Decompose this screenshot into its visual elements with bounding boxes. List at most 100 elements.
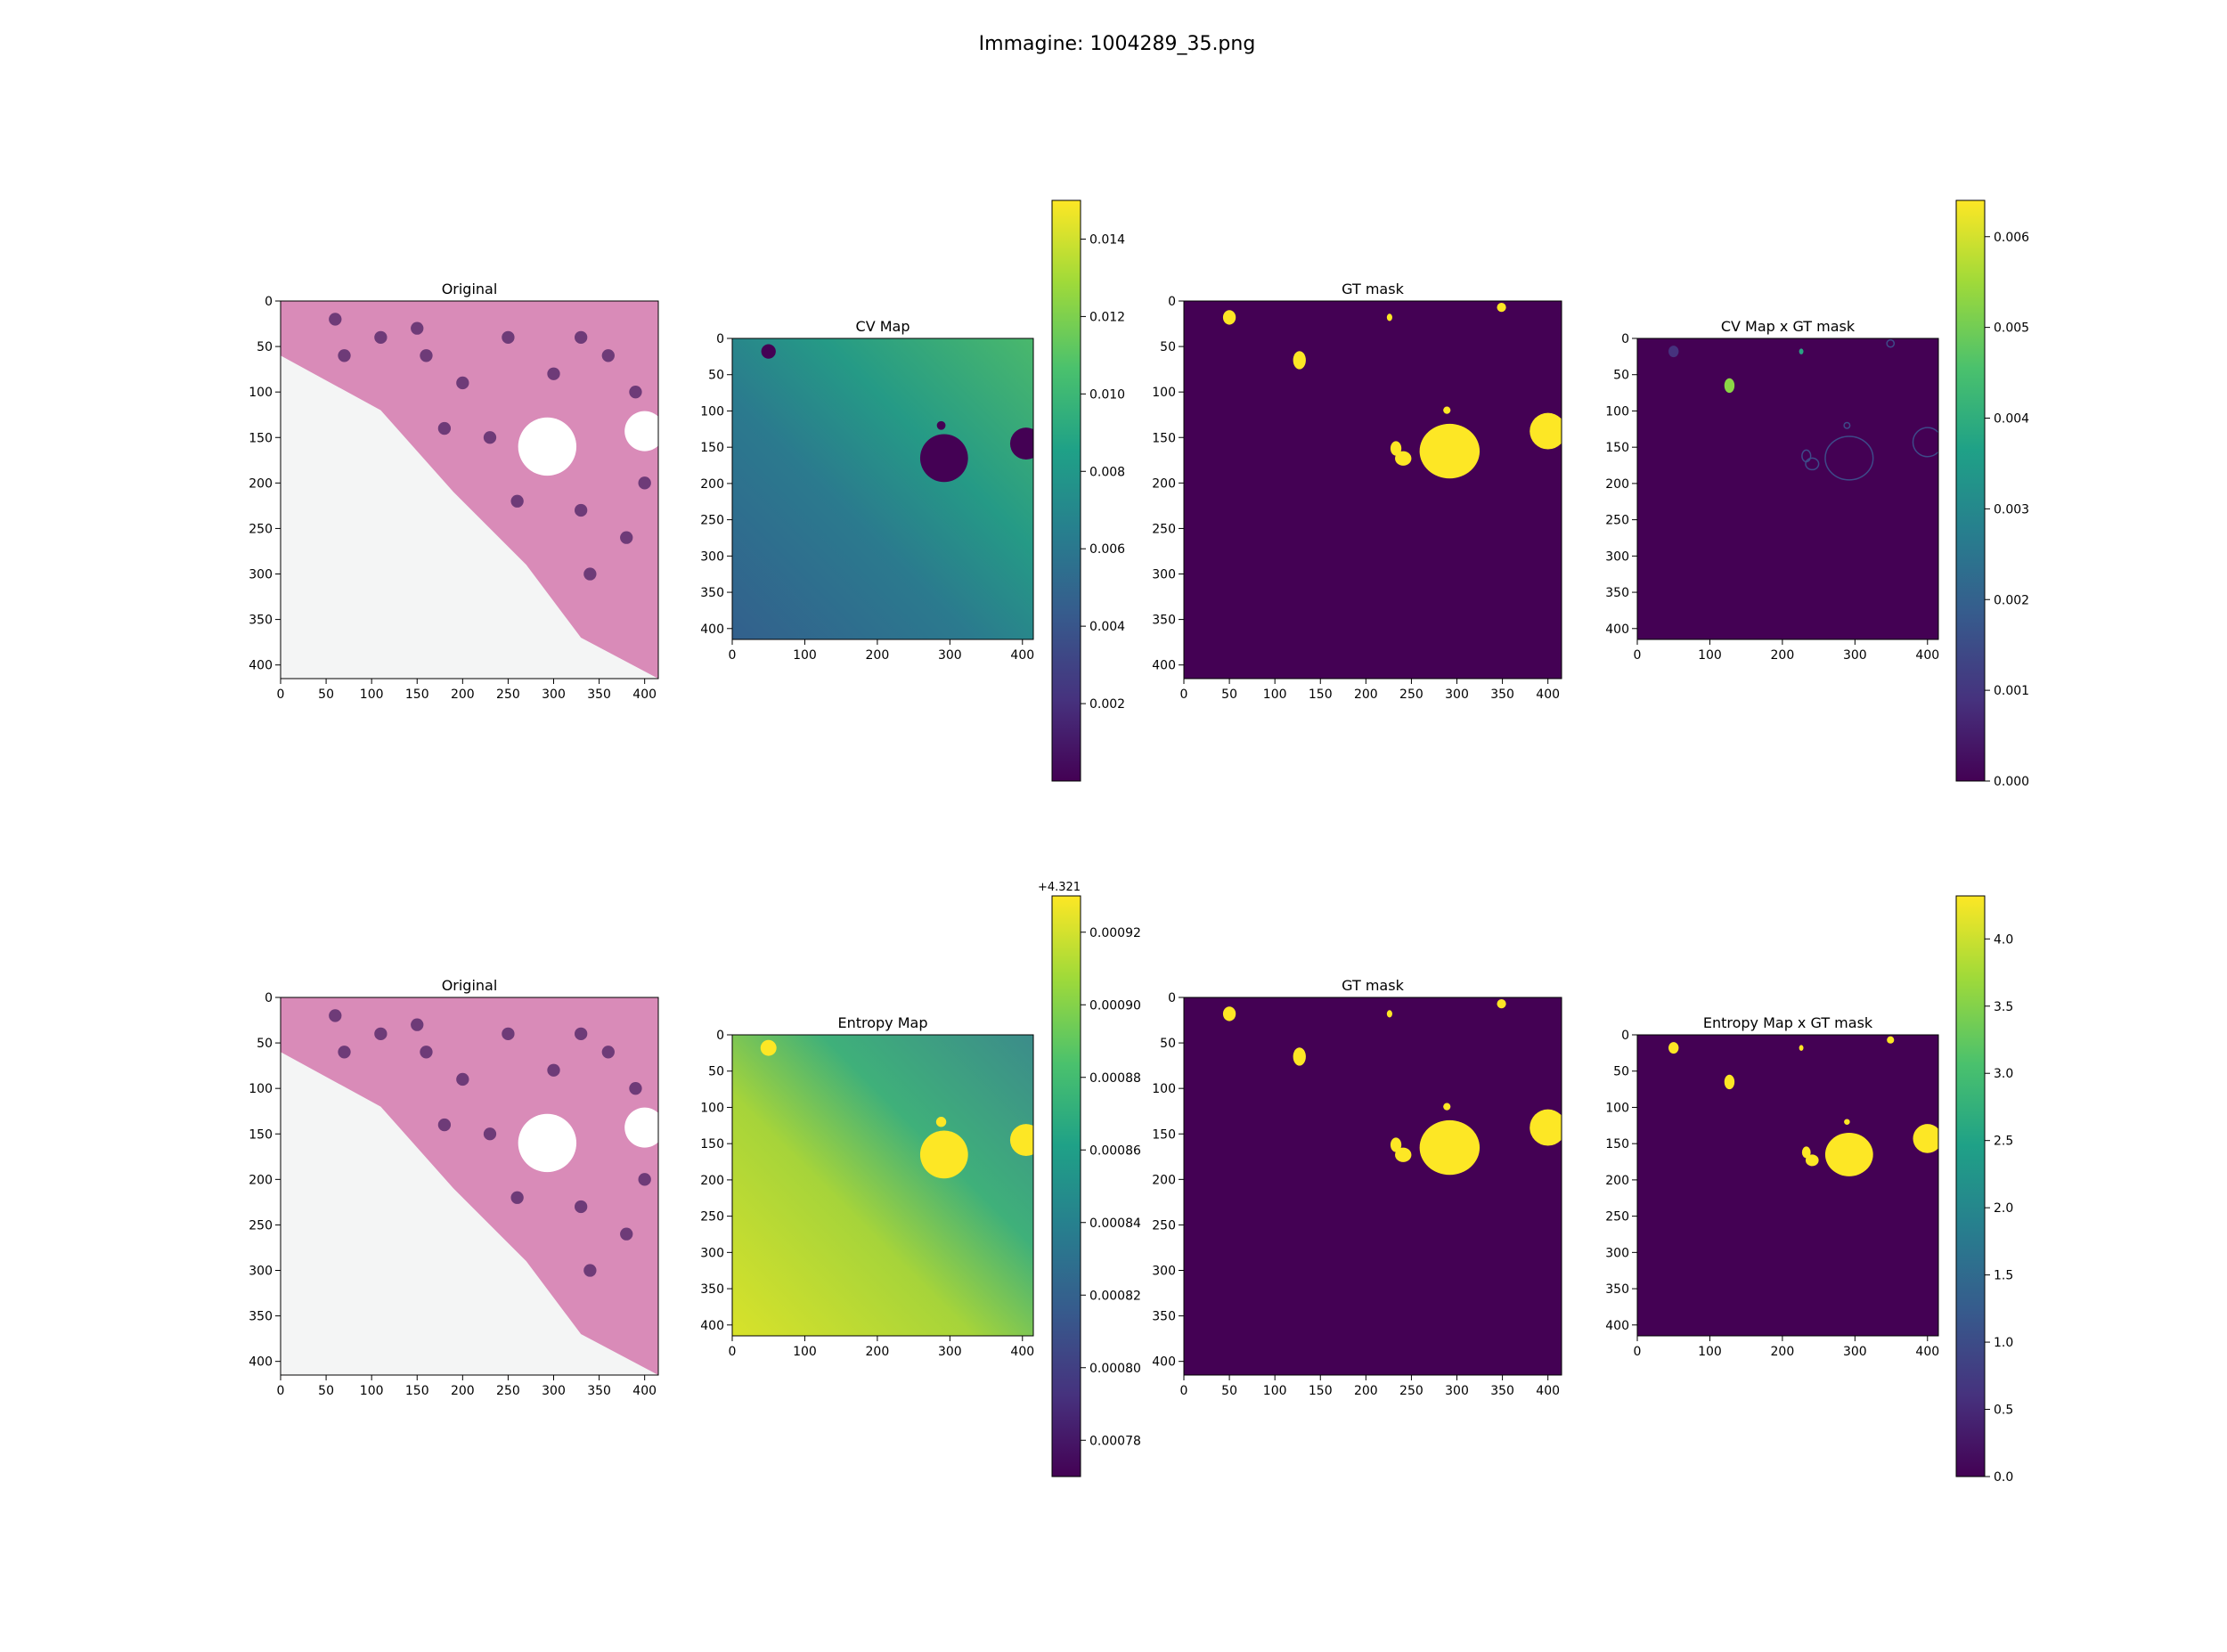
x-tick-label: 100: [1698, 1345, 1722, 1359]
x-tick-label: 250: [1399, 1384, 1423, 1398]
y-tick-label: 150: [1152, 431, 1176, 445]
y-tick-label: 400: [700, 623, 724, 637]
y-tick-label: 250: [249, 522, 273, 536]
axes-frame: [280, 300, 659, 680]
y-tick-label: 50: [1613, 1065, 1629, 1079]
mask-blob: [1824, 1132, 1873, 1176]
nucleus: [510, 494, 524, 508]
y-tick-label: 200: [1605, 1174, 1629, 1188]
panel-3: GT mask 0 50 100 150 200 250 300 350 400 0 50 100 150…: [1152, 281, 1562, 702]
y-tick-label: 300: [249, 1265, 273, 1279]
colorbar-gradient: [1955, 895, 1986, 1477]
colorbar-tick-label: 3.0: [1994, 1067, 2013, 1081]
y-tick-label: 250: [1152, 1218, 1176, 1233]
panel-6: Entropy Map 0 100 200 300 400 0 50 100 150 200 250 3…: [700, 1014, 1034, 1359]
x-tick-label: 100: [1263, 1384, 1287, 1398]
y-tick-label: 50: [257, 1037, 273, 1051]
y-tick-label: 150: [700, 441, 724, 455]
nucleus: [601, 349, 615, 362]
x-tick-label: 300: [542, 1384, 566, 1398]
axes-frame: [1636, 338, 1939, 640]
nucleus: [575, 330, 588, 345]
y-tick-label: 200: [249, 476, 273, 491]
y-tick-label: 200: [1605, 477, 1629, 492]
mask-blob: [1497, 999, 1506, 1009]
nucleus: [374, 330, 387, 345]
y-tick-label: 300: [249, 568, 273, 582]
nucleus: [510, 1191, 524, 1204]
background-region: [281, 355, 658, 679]
x-tick-label: 150: [405, 688, 429, 702]
y-tick-label: 250: [700, 514, 724, 528]
nucleus: [601, 1046, 615, 1059]
x-tick-label: 100: [360, 1384, 384, 1398]
mask-blob: [1390, 441, 1402, 456]
colorbar-tick-label: 1.5: [1994, 1269, 2013, 1283]
mask-blob: [1293, 351, 1306, 370]
x-tick-label: 200: [1354, 1384, 1378, 1398]
mask-blob: [1668, 1042, 1679, 1054]
x-tick-label: 150: [1309, 1384, 1333, 1398]
y-tick-label: 100: [1605, 404, 1629, 419]
nucleus: [638, 1173, 651, 1186]
x-tick-label: 200: [1354, 688, 1378, 702]
nucleus: [329, 1009, 342, 1022]
x-tick-label: 0: [277, 688, 285, 702]
y-tick-label: 350: [700, 1282, 724, 1297]
nucleus: [547, 1063, 560, 1077]
y-tick-label: 0: [265, 295, 273, 309]
panel-title: Entropy Map: [837, 1014, 927, 1031]
mask-blob: [1844, 1119, 1850, 1125]
x-tick-label: 0: [1634, 648, 1642, 663]
nucleus: [456, 1072, 469, 1086]
colorbar-tick-label: 0.014: [1089, 232, 1125, 247]
colorbar-tick-label: 0.00092: [1089, 926, 1141, 940]
y-tick-label: 350: [1152, 614, 1176, 628]
low-value-region: [919, 434, 968, 483]
y-tick-label: 300: [1152, 1265, 1176, 1279]
y-tick-label: 200: [1152, 476, 1176, 491]
x-tick-label: 300: [542, 688, 566, 702]
x-tick-label: 50: [318, 1384, 334, 1398]
mask-blob: [1805, 457, 1820, 471]
y-tick-label: 50: [1160, 340, 1176, 354]
x-tick-label: 400: [632, 688, 657, 702]
panel-5: Original 0 50 100 150 200 250 300 350 400 0 50 100 15…: [249, 977, 659, 1398]
mask-blob: [1805, 1154, 1819, 1167]
x-tick-label: 0: [1634, 1345, 1642, 1359]
mask-blob: [1443, 406, 1451, 414]
colorbar-4: 0.000 0.001 0.002 0.003 0.004 0.005 0.006: [1955, 199, 2029, 789]
image-area: [732, 338, 1033, 639]
axes-frame: [1183, 997, 1562, 1376]
colorbar-tick-label: 0.002: [1089, 697, 1125, 712]
y-tick-label: 0: [265, 991, 273, 1005]
colorbar-tick-label: 0.004: [1994, 412, 2029, 427]
x-tick-label: 400: [1536, 688, 1560, 702]
colorbar-tick-label: 0.00084: [1089, 1217, 1141, 1231]
panel-title: GT mask: [1342, 281, 1404, 297]
mask-blob: [1886, 338, 1896, 348]
panel-title: CV Map: [856, 318, 910, 335]
y-tick-label: 50: [708, 369, 724, 383]
y-tick-label: 100: [1605, 1101, 1629, 1115]
heatmap-field: [732, 1035, 1033, 1336]
mask-blob: [1419, 1119, 1481, 1176]
y-tick-label: 400: [249, 1355, 273, 1370]
colorbar-tick-label: 0.00090: [1089, 998, 1141, 1013]
y-tick-label: 250: [1605, 1210, 1629, 1225]
lumen: [624, 1107, 658, 1148]
y-tick-label: 200: [700, 477, 724, 492]
colorbar-tick-label: 0.00088: [1089, 1071, 1141, 1086]
nucleus: [374, 1027, 387, 1041]
mask-blob: [1395, 451, 1412, 466]
x-tick-label: 300: [1843, 648, 1867, 663]
y-tick-label: 350: [1605, 586, 1629, 600]
colorbar-tick-label: 0.00078: [1089, 1434, 1141, 1448]
y-tick-label: 100: [249, 1082, 273, 1096]
panel-4: CV Map x GT mask 0 100 200 300 400 0 50 100 150 20…: [1605, 318, 1939, 663]
figure-title: Immagine: 1004289_35.png: [979, 33, 1256, 55]
colorbar-tick-label: 0.010: [1089, 387, 1125, 402]
x-tick-label: 400: [1915, 648, 1939, 663]
mask-blob: [1668, 346, 1679, 358]
mask-background: [1184, 301, 1562, 679]
